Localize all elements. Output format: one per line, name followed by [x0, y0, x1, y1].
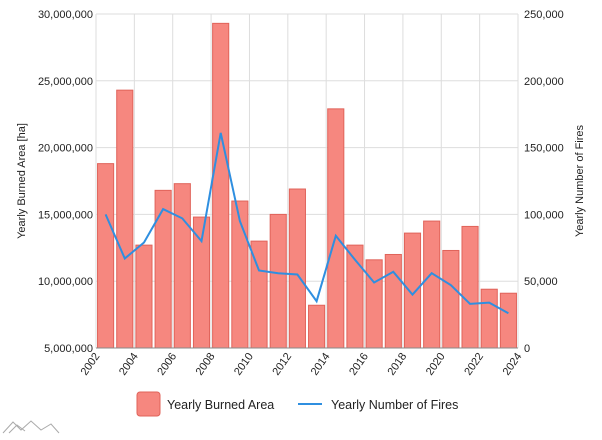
bar-2021 — [461, 225, 479, 349]
bar-2008 — [212, 22, 230, 349]
left-tick-label: 15,000,000 — [38, 209, 93, 221]
bar-2019 — [423, 220, 441, 349]
chart-library-logo-icon — [2, 420, 60, 434]
bar-2018 — [403, 232, 422, 349]
bar-2014 — [327, 108, 345, 349]
x-tick-label: 2018 — [385, 351, 409, 378]
bar-2020 — [442, 249, 460, 349]
left-axis-title: Yearly Burned Area [ha] — [16, 123, 28, 239]
bar-2012 — [288, 188, 306, 349]
x-tick-label: 2008 — [194, 351, 218, 378]
right-tick-label: 200,000 — [524, 76, 564, 88]
x-tick-label: 2022 — [462, 351, 486, 378]
gridlines — [95, 13, 519, 349]
line-series-number-of-fires — [104, 132, 509, 315]
legend-label-number-of-fires[interactable]: Yearly Number of Fires — [331, 398, 458, 412]
x-tick-label: 2024 — [501, 351, 525, 378]
x-tick-label: 2010 — [232, 351, 256, 378]
right-axis-ticks: 0 50,000 100,000 150,000 200,000 250,000 — [524, 9, 564, 355]
left-tick-label: 25,000,000 — [38, 76, 93, 88]
bar-2016 — [365, 259, 383, 349]
bar-2002 — [97, 163, 115, 349]
bar-2022 — [480, 288, 498, 349]
right-axis-title: Yearly Number of Fires — [574, 124, 586, 237]
x-tick-label: 2014 — [309, 351, 333, 378]
right-tick-label: 0 — [524, 343, 530, 355]
bar-2005 — [154, 189, 172, 349]
left-tick-label: 20,000,000 — [38, 143, 93, 155]
x-tick-label: 2020 — [424, 351, 448, 378]
x-tick-label: 2004 — [117, 351, 141, 378]
bar-2004 — [135, 244, 153, 349]
legend-label-burned-area[interactable]: Yearly Burned Area — [167, 398, 274, 412]
bar-2023 — [499, 292, 517, 349]
right-tick-label: 50,000 — [524, 276, 558, 288]
x-tick-label: 2016 — [347, 351, 371, 378]
bar-series-burned-area — [97, 22, 517, 349]
legend: Yearly Burned Area Yearly Number of Fire… — [136, 391, 458, 417]
left-tick-label: 10,000,000 — [38, 276, 93, 288]
left-tick-label: 30,000,000 — [38, 9, 93, 21]
left-tick-label: 5,000,000 — [44, 343, 93, 355]
bar-2013 — [308, 304, 326, 349]
bar-2006 — [173, 183, 191, 349]
legend-swatch-burned-area[interactable] — [136, 391, 161, 417]
bar-2003 — [116, 89, 134, 349]
x-axis-ticks: 2002 2004 2006 2008 2010 2012 2014 2016 2018 2020… — [79, 351, 525, 378]
x-tick-label: 2006 — [155, 351, 179, 378]
right-tick-label: 100,000 — [524, 209, 564, 221]
x-tick-label: 2012 — [270, 351, 294, 378]
bar-2011 — [269, 213, 287, 349]
right-tick-label: 150,000 — [524, 143, 564, 155]
bar-2017 — [384, 253, 402, 349]
right-tick-label: 250,000 — [524, 9, 564, 21]
left-axis-ticks: 5,000,000 10,000,000 15,000,000 20,000,000 2… — [38, 9, 93, 355]
